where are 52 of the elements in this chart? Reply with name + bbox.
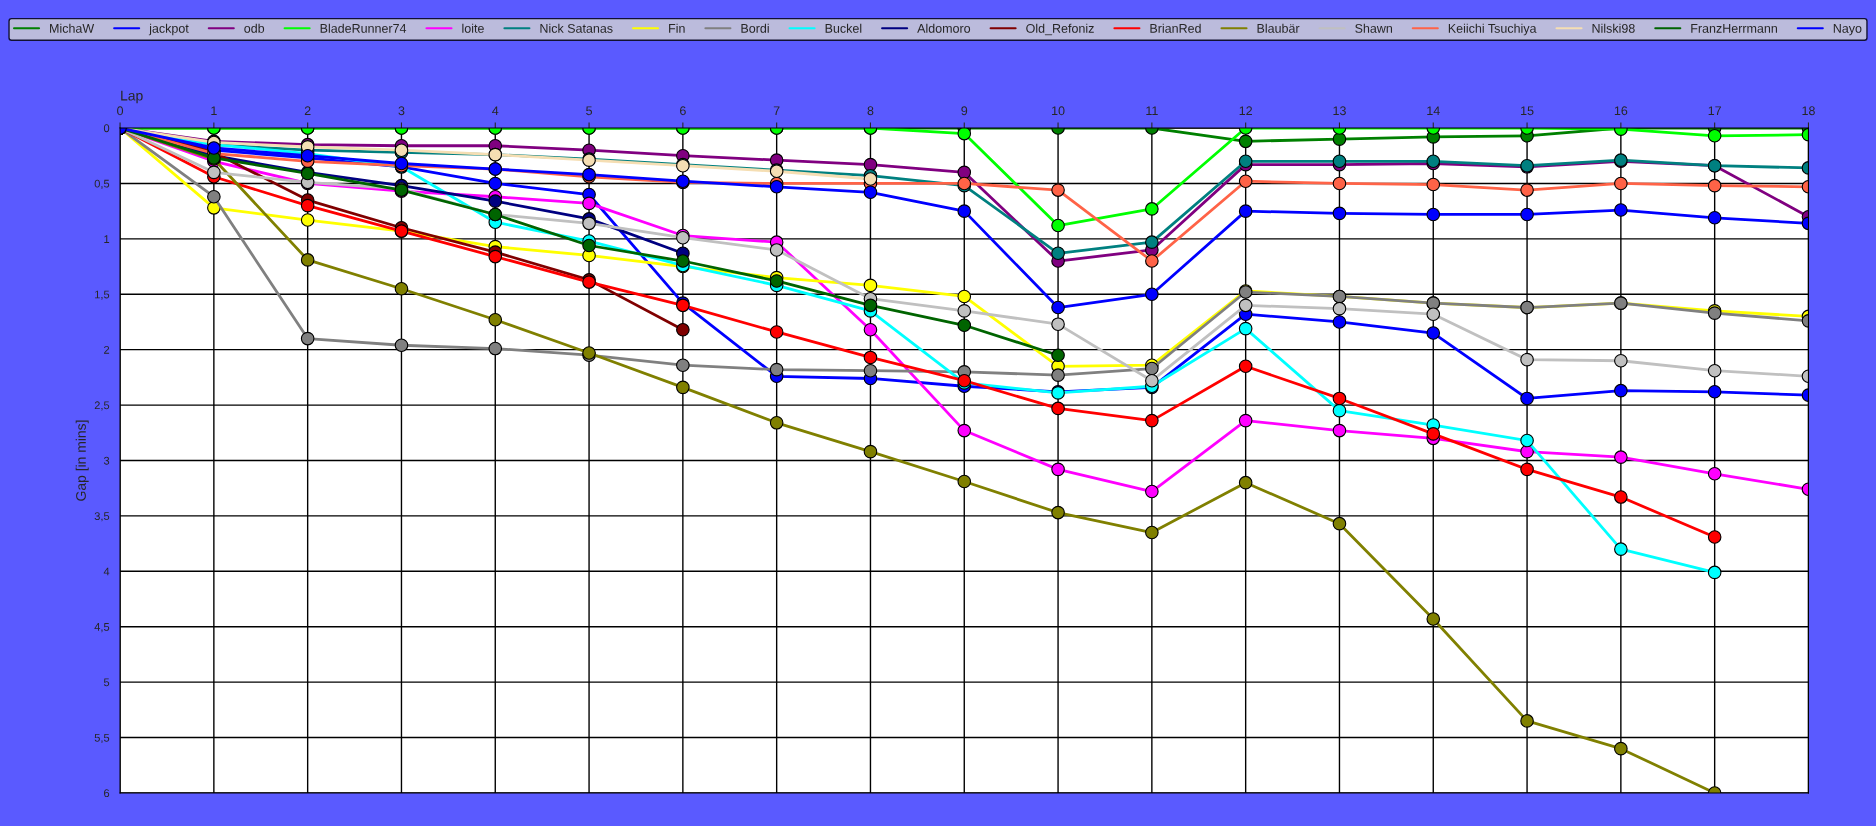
x-tick-label: 8 — [867, 106, 874, 116]
x-tick-label: 6 — [680, 106, 686, 116]
x-tick-label: 5 — [586, 106, 593, 116]
legend-label: MichaW — [50, 23, 95, 33]
x-tick-label: 18 — [1802, 106, 1815, 116]
x-tick-label: 4 — [492, 106, 499, 116]
y-tick-label: 2 — [104, 345, 110, 354]
y-tick-label: 2,5 — [94, 401, 110, 411]
x-axis-title: Lap — [121, 90, 143, 104]
x-tick-label: 11 — [1146, 106, 1158, 116]
legend-label: Aldomoro — [917, 23, 971, 33]
legend-label: jackpot — [148, 23, 189, 36]
x-tick-label: 14 — [1427, 106, 1440, 116]
legend-label: Keiichi Tsuchiya — [1448, 23, 1537, 36]
y-tick-label: 4,5 — [94, 623, 110, 633]
y-tick-label: 5 — [103, 678, 110, 687]
x-tick-label: 15 — [1521, 106, 1534, 116]
y-axis-title: Gap [in mins] — [75, 420, 89, 501]
legend-label: Nick Satanas — [540, 23, 613, 33]
x-tick-label: 9 — [961, 106, 968, 116]
legend-label: loite — [462, 23, 484, 33]
x-tick-label: 2 — [304, 106, 311, 116]
y-tick-label: 6 — [104, 789, 110, 798]
legend-label: Fin — [669, 23, 685, 33]
x-tick-label: 1 — [211, 106, 217, 116]
x-tick-label: 13 — [1333, 106, 1346, 116]
legend-label: BrianRed — [1150, 23, 1201, 33]
y-tick-label: 4 — [103, 567, 110, 576]
x-tick-label: 16 — [1614, 106, 1628, 116]
y-tick-label: 1,5 — [95, 290, 110, 300]
legend-label: Old_Refoniz — [1026, 23, 1094, 36]
legend-label: BladeRunner74 — [320, 23, 407, 33]
x-tick-label: 3 — [398, 106, 405, 116]
x-tick-label: 10 — [1052, 106, 1065, 116]
legend-label: Nilski98 — [1592, 23, 1635, 33]
legend-label: FranzHerrmann — [1691, 24, 1777, 33]
x-tick-label: 17 — [1708, 106, 1721, 116]
y-tick-label: 0,5 — [94, 179, 110, 189]
x-tick-label: 7 — [773, 106, 780, 116]
legend-label: Blaubär — [1257, 23, 1300, 33]
y-tick-label: 1 — [104, 235, 110, 243]
legend-label: Shawn — [1355, 23, 1392, 33]
legend-label: odb — [244, 23, 265, 33]
y-tick-label: 3,5 — [94, 512, 110, 522]
x-tick-label: 12 — [1239, 106, 1252, 116]
legend-label: Nayo — [1833, 24, 1862, 36]
legend-label: Buckel — [825, 23, 862, 33]
x-tick-label: 0 — [117, 106, 124, 116]
y-tick-label: 5,5 — [94, 733, 110, 743]
y-tick-label: 0 — [103, 124, 110, 133]
y-tick-label: 3 — [103, 456, 110, 465]
legend-label: Bordi — [741, 23, 769, 33]
